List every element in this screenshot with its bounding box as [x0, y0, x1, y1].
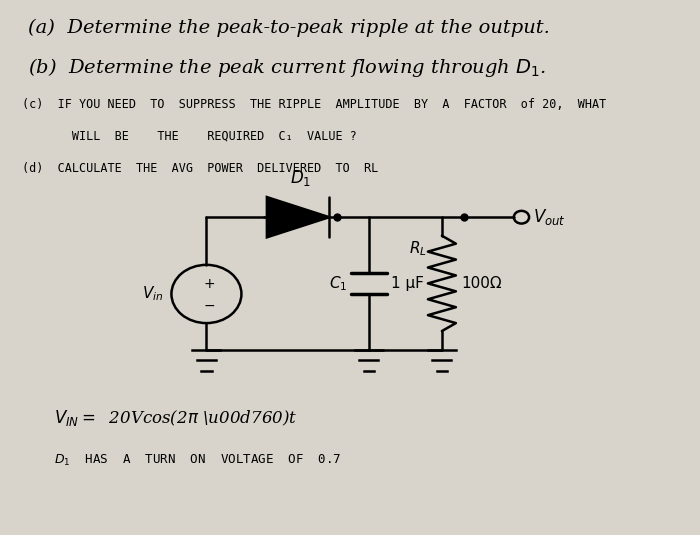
Text: $V_{out}$: $V_{out}$ — [533, 207, 566, 227]
Text: (b)  Determine the peak current flowing through $D_1$.: (b) Determine the peak current flowing t… — [28, 56, 547, 79]
Text: (c)  IF YOU NEED  TO  SUPPRESS  THE RIPPLE  AMPLITUDE  BY  A  FACTOR  of 20,  WH: (c) IF YOU NEED TO SUPPRESS THE RIPPLE A… — [22, 98, 606, 111]
Text: (a)  Determine the peak-to-peak ripple at the output.: (a) Determine the peak-to-peak ripple at… — [28, 19, 550, 37]
Text: (d)  CALCULATE  THE  AVG  POWER  DELIVERED  TO  RL: (d) CALCULATE THE AVG POWER DELIVERED TO… — [22, 162, 378, 174]
Text: $D_1$: $D_1$ — [290, 168, 311, 188]
Polygon shape — [267, 197, 329, 238]
Text: 100Ω: 100Ω — [461, 276, 502, 291]
Text: $D_1$  HAS  A  TURN  ON  VOLTAGE  OF  0.7: $D_1$ HAS A TURN ON VOLTAGE OF 0.7 — [54, 453, 342, 468]
Text: $C_1$: $C_1$ — [329, 274, 347, 293]
Text: +: + — [204, 278, 216, 292]
Text: $R_L$: $R_L$ — [409, 240, 427, 258]
Text: 1 μF: 1 μF — [391, 276, 424, 291]
Text: −: − — [204, 299, 216, 312]
Text: WILL  BE    THE    REQUIRED  C₁  VALUE ?: WILL BE THE REQUIRED C₁ VALUE ? — [22, 130, 357, 143]
Text: $V_{IN}=$  20Vcos(2$\pi$ \u00d760)t: $V_{IN}=$ 20Vcos(2$\pi$ \u00d760)t — [54, 408, 297, 429]
Text: $V_{in}$: $V_{in}$ — [142, 285, 164, 303]
